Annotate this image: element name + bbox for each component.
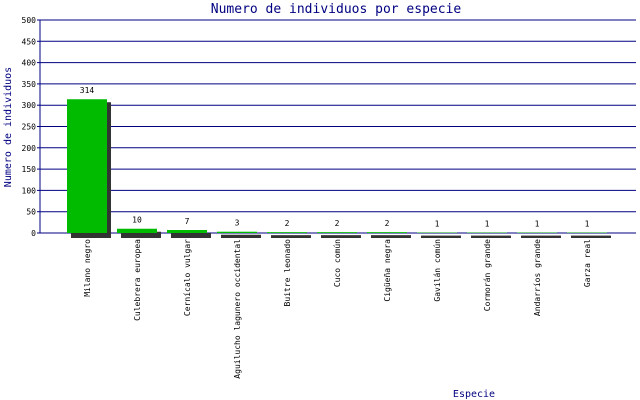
x-tick-label: Milano negro <box>83 239 92 297</box>
x-tick-label: Cernícalo vulgar <box>183 239 192 316</box>
bar <box>267 232 307 233</box>
value-label: 3 <box>235 219 240 228</box>
bar-shadow <box>171 233 211 238</box>
bar-shadow <box>571 235 611 238</box>
bar-shadow <box>471 235 511 238</box>
bar-shadow <box>371 235 411 238</box>
value-label: 1 <box>585 220 590 229</box>
bar-shadow <box>421 235 461 238</box>
y-tick-label: 100 <box>22 186 37 195</box>
value-label: 1 <box>535 220 540 229</box>
y-tick-label: 400 <box>22 59 37 68</box>
x-tick-label: Andarríos grande <box>533 239 542 316</box>
x-tick-label: Cormorán grande <box>483 239 492 311</box>
value-label: 7 <box>185 217 190 226</box>
bar <box>117 228 157 233</box>
x-tick-label: Culebrera europea <box>133 239 142 321</box>
y-tick-label: 150 <box>22 165 37 174</box>
x-tick-label: Gavilán común <box>433 239 442 302</box>
y-axis-title: Numero de individuos <box>3 67 14 187</box>
value-label: 1 <box>485 220 490 229</box>
bar <box>167 230 207 233</box>
bar-shadow <box>221 234 261 238</box>
value-label: 10 <box>132 216 142 225</box>
y-tick-label: 450 <box>22 37 37 46</box>
chart-title: Numero de individuos por especie <box>211 2 462 17</box>
y-tick-label: 500 <box>22 16 37 25</box>
value-label: 1 <box>435 220 440 229</box>
bar <box>67 99 107 234</box>
x-tick-label: Garza real <box>583 239 592 287</box>
x-tick-label: Cuco común <box>333 239 342 287</box>
bar <box>317 232 357 233</box>
bar-shadow <box>121 231 161 238</box>
bar-shadow <box>271 235 311 238</box>
x-tick-label: Buitre leonado <box>283 239 292 307</box>
y-tick-label: 350 <box>22 80 37 89</box>
bar <box>217 231 257 233</box>
bar-shadow <box>321 235 361 238</box>
bar-shadow <box>521 235 561 238</box>
value-label: 314 <box>80 86 95 95</box>
y-tick-label: 0 <box>31 229 36 238</box>
value-label: 2 <box>285 219 290 228</box>
y-tick-label: 200 <box>22 144 37 153</box>
x-tick-label: Aguilucho lagunero occidental <box>233 239 242 379</box>
value-label: 2 <box>335 219 340 228</box>
y-tick-label: 50 <box>26 208 36 217</box>
y-tick-label: 300 <box>22 101 37 110</box>
y-tick-label: 250 <box>22 123 37 132</box>
bar <box>367 232 407 233</box>
value-label: 2 <box>385 219 390 228</box>
x-tick-label: Cigüeña negra <box>383 239 392 302</box>
x-axis-title: Especie <box>453 389 495 400</box>
